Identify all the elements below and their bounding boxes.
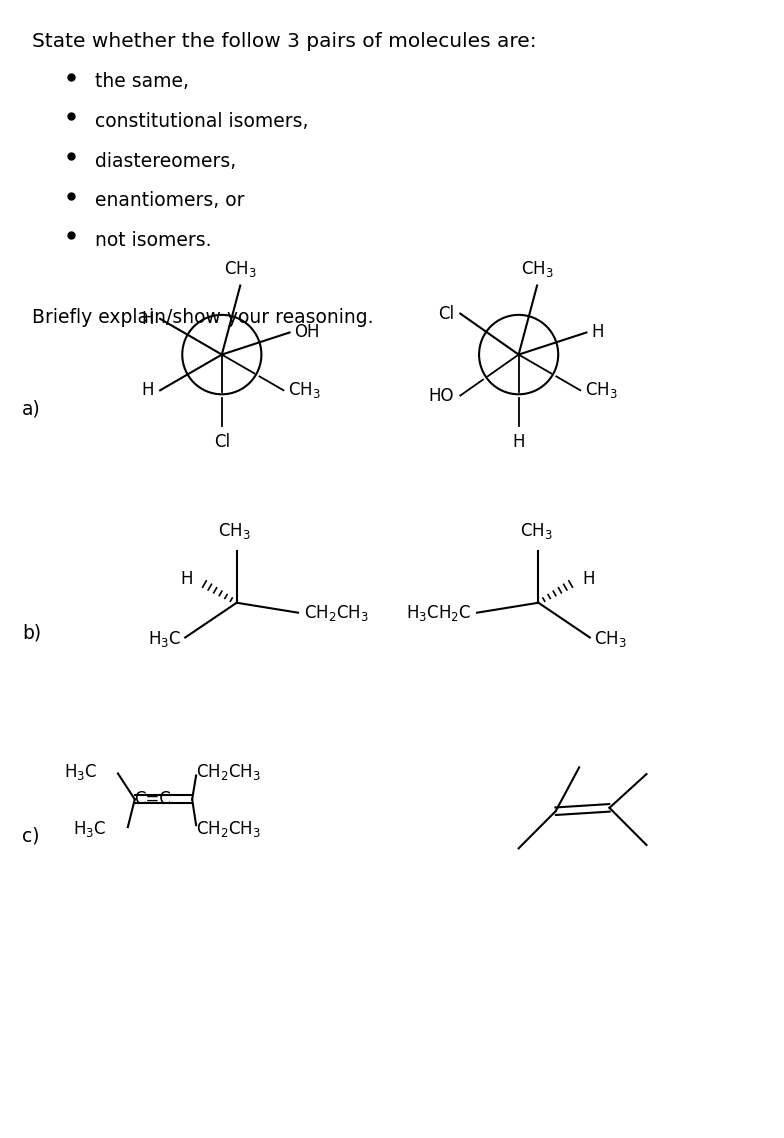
Text: H: H	[591, 323, 604, 341]
Text: a): a)	[22, 399, 41, 419]
Text: CH$_2$CH$_3$: CH$_2$CH$_3$	[196, 819, 261, 839]
Text: b): b)	[22, 622, 41, 642]
Text: diastereomers,: diastereomers,	[95, 151, 237, 171]
Text: the same,: the same,	[95, 72, 189, 91]
Text: Cl: Cl	[438, 305, 455, 322]
Text: H: H	[142, 381, 154, 399]
Text: H: H	[142, 310, 154, 328]
Text: CH$_2$CH$_3$: CH$_2$CH$_3$	[304, 603, 369, 622]
Text: CH$_3$: CH$_3$	[224, 258, 256, 279]
Text: CH$_3$: CH$_3$	[520, 521, 553, 542]
Text: H: H	[180, 570, 193, 588]
Text: enantiomers, or: enantiomers, or	[95, 191, 245, 211]
Text: not isomers.: not isomers.	[95, 231, 212, 250]
Text: H$_3$C: H$_3$C	[64, 761, 96, 782]
Text: State whether the follow 3 pairs of molecules are:: State whether the follow 3 pairs of mole…	[32, 32, 536, 51]
Text: OH: OH	[295, 323, 320, 341]
Text: CH$_2$CH$_3$: CH$_2$CH$_3$	[196, 761, 261, 782]
Text: HO: HO	[429, 387, 455, 405]
Text: Briefly explain/show your reasoning.: Briefly explain/show your reasoning.	[32, 308, 373, 327]
Text: CH$_3$: CH$_3$	[593, 629, 626, 650]
Text: constitutional isomers,: constitutional isomers,	[95, 112, 309, 131]
Text: H$_3$C: H$_3$C	[74, 819, 107, 839]
Text: H$_3$C: H$_3$C	[148, 629, 181, 650]
Text: CH$_3$: CH$_3$	[289, 380, 321, 401]
Text: CH$_3$: CH$_3$	[521, 258, 554, 279]
Text: C=C: C=C	[134, 790, 171, 808]
Text: H: H	[513, 432, 525, 451]
Text: Cl: Cl	[214, 432, 230, 451]
Text: CH$_3$: CH$_3$	[218, 521, 251, 542]
Text: c): c)	[22, 826, 39, 846]
Text: H$_3$CH$_2$C: H$_3$CH$_2$C	[406, 603, 471, 622]
Text: CH$_3$: CH$_3$	[586, 380, 618, 401]
Text: H: H	[582, 570, 594, 588]
